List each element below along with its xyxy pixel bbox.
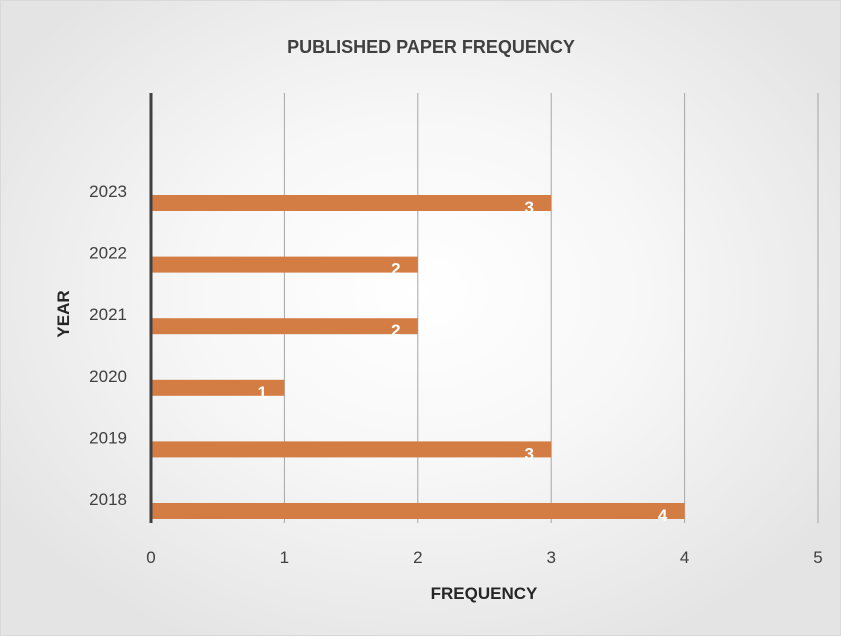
x-tick-label: 2 xyxy=(413,548,422,567)
x-tick-label: 3 xyxy=(546,548,555,567)
bar-2020 xyxy=(151,379,285,396)
data-labels: 4 3 1 2 2 3 xyxy=(258,198,668,525)
data-label-2019: 3 xyxy=(524,444,533,463)
data-label-2022: 2 xyxy=(391,260,400,279)
x-axis-title: FREQUENCY xyxy=(431,584,538,603)
y-axis-title: YEAR xyxy=(54,290,73,337)
data-label-2021: 2 xyxy=(391,321,400,340)
y-tick-label-2019: 2019 xyxy=(89,428,127,447)
data-label-2020: 1 xyxy=(258,383,267,402)
x-tick-label: 1 xyxy=(280,548,289,567)
bar-2022 xyxy=(151,256,418,273)
gridlines xyxy=(283,93,819,523)
data-label-2018: 4 xyxy=(658,506,668,525)
bar-2018 xyxy=(151,503,685,519)
bar-2023 xyxy=(151,195,552,211)
x-tick-label: 5 xyxy=(813,548,822,567)
y-tick-label-2020: 2020 xyxy=(89,367,127,386)
bars xyxy=(151,195,685,519)
x-tick-label: 4 xyxy=(680,548,689,567)
bar-2019 xyxy=(151,441,552,458)
y-tick-label-2023: 2023 xyxy=(89,182,127,201)
x-tick-label: 0 xyxy=(146,548,155,567)
y-tick-label-2021: 2021 xyxy=(89,305,127,324)
y-axis-ticks: 2018 2019 2020 2021 2022 2023 xyxy=(89,182,127,509)
y-tick-label-2022: 2022 xyxy=(89,244,127,263)
bar-2021 xyxy=(151,318,418,335)
y-tick-label-2018: 2018 xyxy=(89,490,127,509)
chart-title: PUBLISHED PAPER FREQUENCY xyxy=(287,37,575,57)
data-label-2023: 3 xyxy=(524,198,533,217)
x-axis-ticks: 0 1 2 3 4 5 xyxy=(146,548,822,567)
